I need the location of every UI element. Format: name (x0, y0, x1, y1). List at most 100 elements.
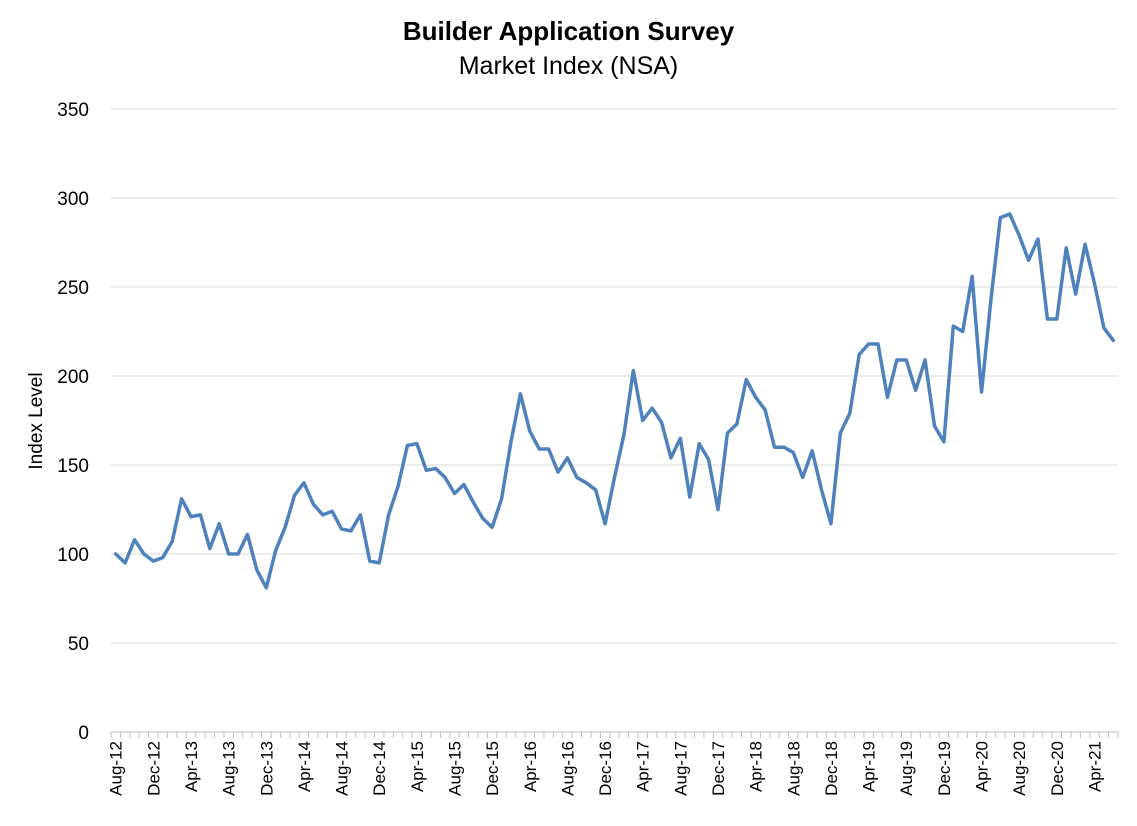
data-point (952, 325, 955, 328)
data-point (651, 407, 654, 410)
data-point (735, 423, 738, 426)
series-line (113, 212, 1116, 590)
data-point (989, 298, 992, 301)
x-tick-label: Apr-13 (182, 741, 201, 792)
data-point (792, 451, 795, 454)
data-point (726, 431, 729, 434)
data-point (632, 369, 635, 372)
data-point (133, 538, 136, 541)
data-point (999, 216, 1002, 219)
data-point (764, 408, 767, 411)
data-point (331, 510, 334, 513)
x-tick-label: Apr-20 (973, 741, 992, 792)
x-tick-label: Apr-19 (860, 741, 879, 792)
data-point (1055, 318, 1058, 321)
gridlines (111, 108, 1118, 644)
data-point (453, 492, 456, 495)
data-point (368, 560, 371, 563)
data-point (349, 529, 352, 532)
data-point (980, 391, 983, 394)
data-point (152, 560, 155, 563)
data-point (481, 517, 484, 520)
data-point (500, 497, 503, 500)
x-tick-label: Dec-15 (483, 741, 502, 796)
data-point (867, 342, 870, 345)
data-point (829, 522, 832, 525)
y-tick-label: 150 (57, 456, 89, 477)
data-point (839, 431, 842, 434)
data-point (971, 275, 974, 278)
x-tick-label: Dec-16 (596, 741, 615, 796)
data-point (538, 447, 541, 450)
x-tick-label: Aug-15 (446, 741, 465, 796)
data-point (434, 467, 437, 470)
data-point (811, 449, 814, 452)
data-point (1093, 282, 1096, 285)
data-point (707, 458, 710, 461)
data-point (491, 526, 494, 529)
x-tick-label: Aug-19 (897, 741, 916, 796)
data-point (895, 358, 898, 361)
y-axis-label: Index Level (26, 372, 47, 469)
data-point (801, 476, 804, 479)
data-point (848, 412, 851, 415)
x-tick-label: Aug-18 (784, 741, 803, 796)
y-tick-label: 350 (57, 100, 89, 121)
data-point (1018, 234, 1021, 237)
data-point (359, 513, 362, 516)
data-point (293, 494, 296, 497)
x-tick-label: Dec-14 (370, 741, 389, 796)
data-point (604, 522, 607, 525)
data-point (519, 392, 522, 395)
data-point (547, 447, 550, 450)
data-point (622, 433, 625, 436)
data-point (321, 513, 324, 516)
x-tick-label: Aug-14 (333, 741, 352, 796)
data-point (255, 569, 258, 572)
data-point (679, 437, 682, 440)
data-point (425, 469, 428, 472)
y-tick-labels: 0 50 100 150 200 250 300 350 (57, 100, 89, 744)
chart-subtitle: Market Index (NSA) (458, 52, 679, 80)
data-point (933, 424, 936, 427)
data-point (190, 515, 193, 518)
x-tick-label: Aug-16 (558, 741, 577, 796)
data-point (585, 481, 588, 484)
x-tick-label: Aug-20 (1010, 741, 1029, 796)
data-point (1037, 237, 1040, 240)
data-point (660, 421, 663, 424)
data-point (914, 389, 917, 392)
data-point (613, 476, 616, 479)
data-point (265, 586, 268, 589)
x-tick-label: Dec-19 (935, 741, 954, 796)
y-tick-label: 0 (78, 723, 89, 744)
data-point (688, 496, 691, 499)
data-point (698, 442, 701, 445)
data-point (124, 561, 127, 564)
x-tick-label: Aug-13 (220, 741, 239, 796)
data-point (961, 330, 964, 333)
data-point (773, 446, 776, 449)
data-point (1112, 339, 1115, 342)
data-point (444, 476, 447, 479)
data-point (669, 456, 672, 459)
data-point (340, 528, 343, 531)
y-tick-label: 300 (57, 189, 89, 210)
data-point (924, 358, 927, 361)
x-tick-label: Apr-18 (747, 741, 766, 792)
data-point (1046, 318, 1049, 321)
data-point (171, 540, 174, 543)
data-point (877, 342, 880, 345)
chart-title: Builder Application Survey (402, 16, 735, 46)
data-point (302, 481, 305, 484)
y-tick-label: 50 (68, 634, 89, 655)
data-point (227, 553, 230, 556)
x-tick-label: Dec-17 (709, 741, 728, 796)
data-point (397, 485, 400, 488)
data-point (528, 430, 531, 433)
data-point (237, 553, 240, 556)
x-tick-label: Apr-15 (408, 741, 427, 792)
data-point (1074, 293, 1077, 296)
data-point (246, 533, 249, 536)
